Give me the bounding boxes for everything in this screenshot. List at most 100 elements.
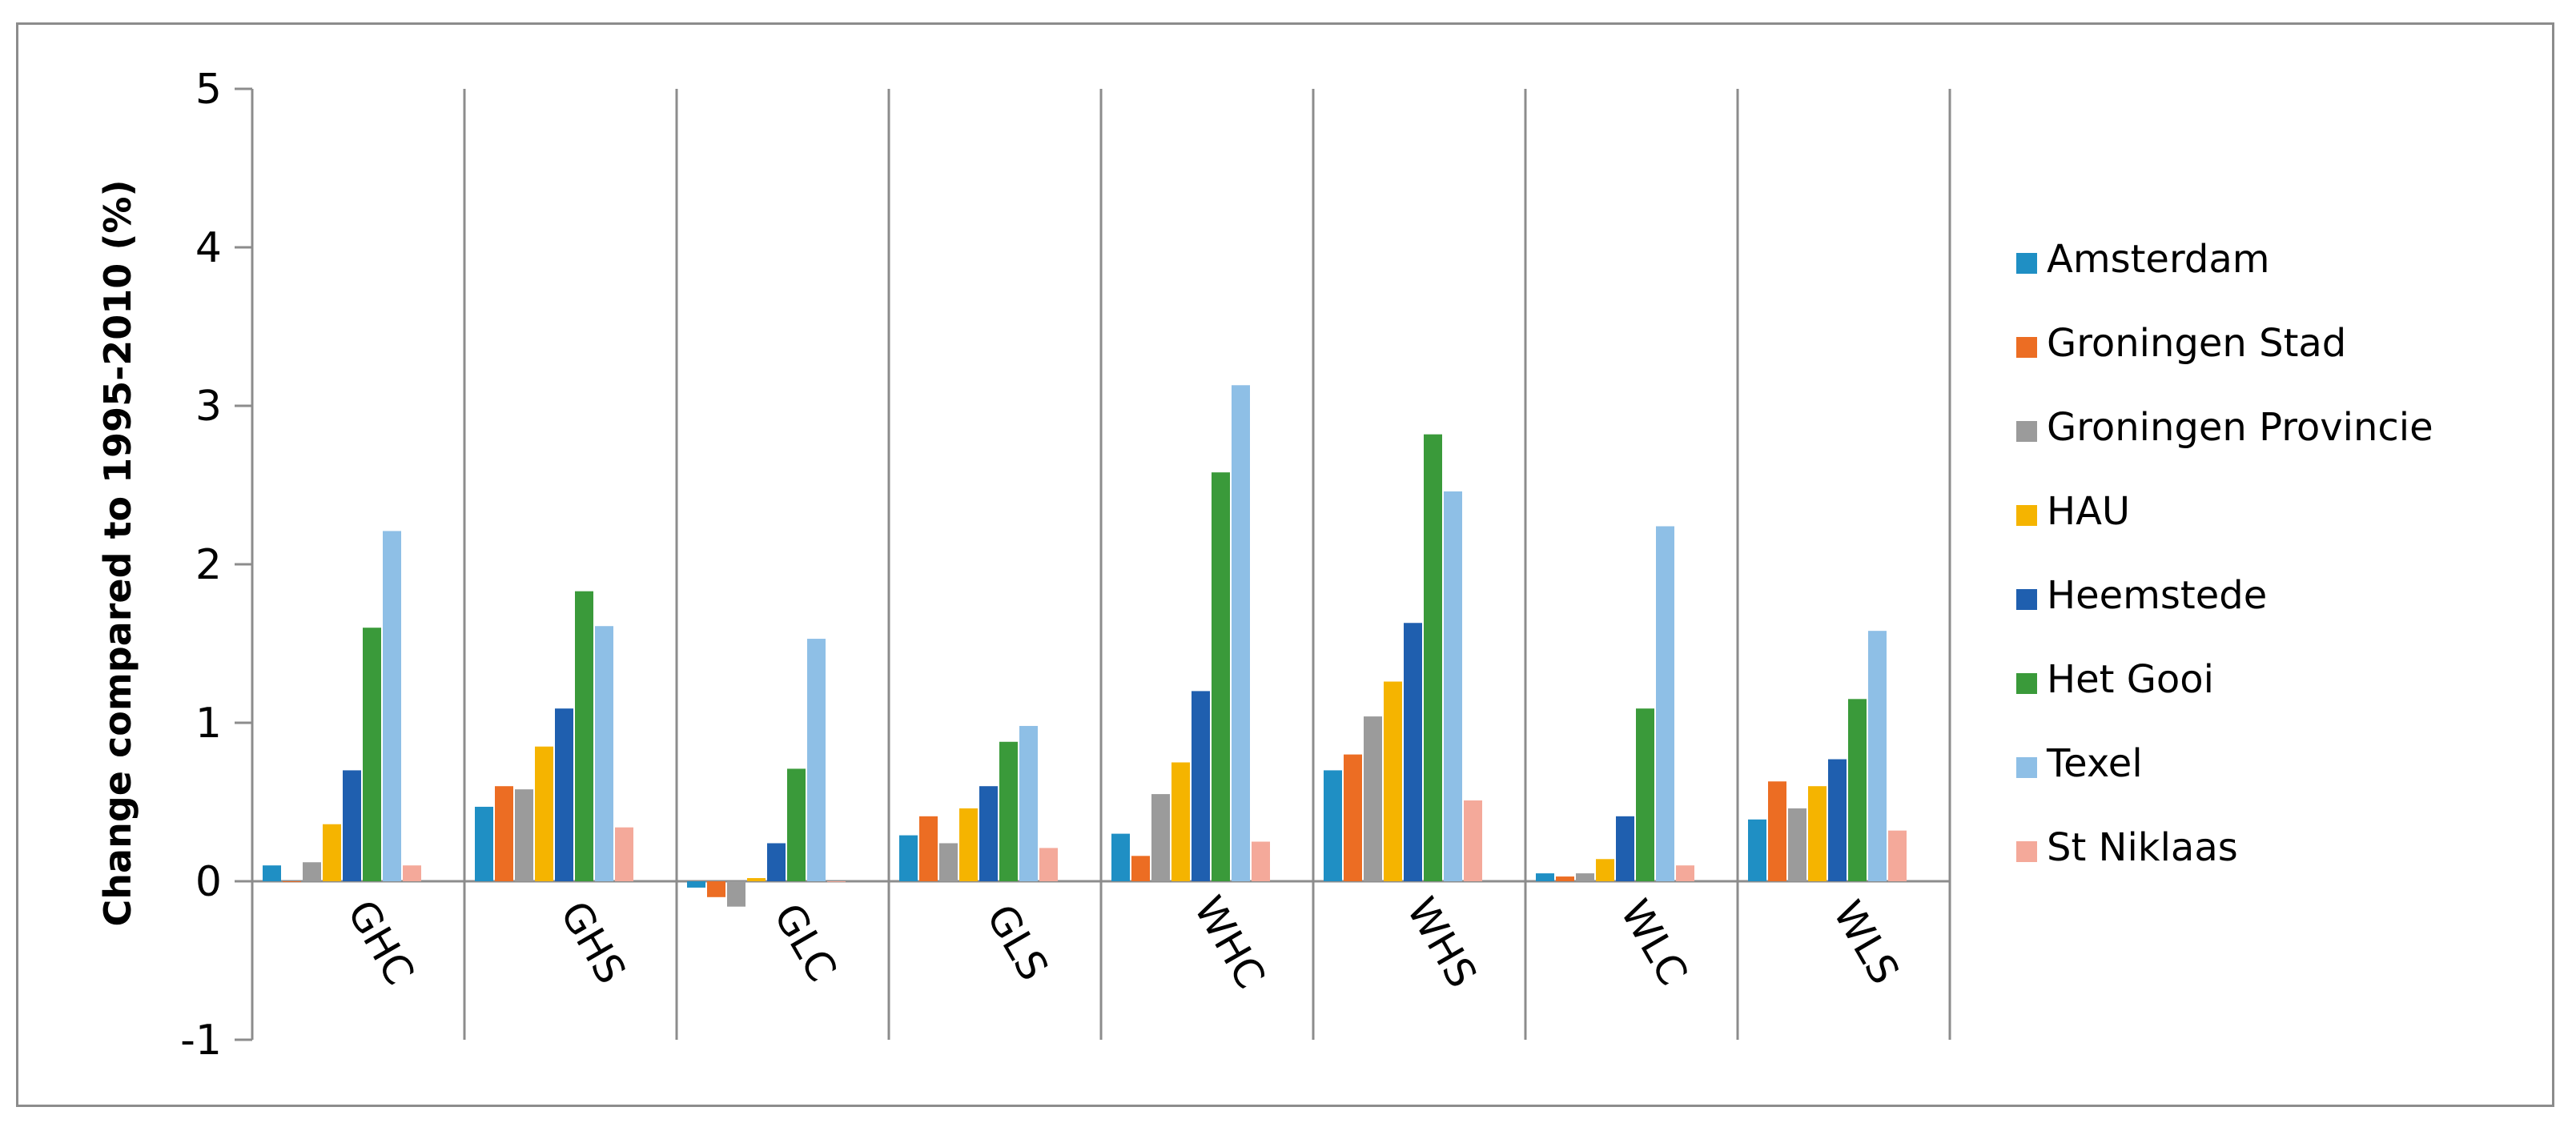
bar-WLS-0 bbox=[1748, 819, 1766, 881]
bar-GHC-6 bbox=[383, 531, 401, 881]
bar-GLC-6 bbox=[807, 639, 826, 881]
bar-GHC-1 bbox=[283, 881, 301, 882]
legend-entry: Groningen Stad bbox=[2047, 321, 2346, 366]
bar-WLS-7 bbox=[1888, 830, 1907, 881]
y-tick-label: -1 bbox=[180, 1017, 222, 1065]
bar-GHC-4 bbox=[343, 770, 361, 881]
legend-swatch bbox=[2016, 673, 2037, 694]
y-tick-label: 2 bbox=[195, 541, 222, 589]
bar-GLS-5 bbox=[999, 741, 1018, 881]
category-label: WLC bbox=[1611, 892, 1696, 993]
bar-WHC-1 bbox=[1131, 856, 1150, 881]
legend: Amsterdam Groningen Stad Groningen Provinc… bbox=[2016, 237, 2433, 870]
bar-GHS-2 bbox=[515, 789, 533, 881]
bar-WHC-2 bbox=[1151, 794, 1170, 881]
bar-WHC-6 bbox=[1232, 385, 1250, 881]
bar-WHS-6 bbox=[1444, 491, 1462, 881]
y-tick-label: 1 bbox=[195, 700, 222, 748]
legend-swatch bbox=[2016, 505, 2037, 526]
bar-GHC-2 bbox=[303, 862, 321, 881]
bar-GLS-0 bbox=[899, 835, 918, 881]
bar-WLS-5 bbox=[1848, 699, 1867, 881]
bars: GHC GHS GLC GLS WHC WHS WLC WLS bbox=[263, 385, 1908, 997]
bar-GLS-1 bbox=[919, 816, 938, 881]
chart-frame: Change compared to 1995-2010 (%) -1 0 1 2 3 4… bbox=[16, 22, 2554, 1107]
bar-WHS-3 bbox=[1384, 681, 1402, 881]
axes: -1 0 1 2 3 4 5 bbox=[180, 66, 1951, 1065]
bar-GLS-4 bbox=[979, 786, 998, 881]
bar-WHS-0 bbox=[1324, 770, 1342, 881]
category-label: GLS bbox=[978, 896, 1057, 988]
category-label: WLS bbox=[1824, 893, 1908, 992]
bar-GLS-3 bbox=[959, 808, 978, 881]
bar-GHC-5 bbox=[363, 628, 381, 881]
legend-swatch bbox=[2016, 841, 2037, 862]
bar-WLC-6 bbox=[1656, 526, 1674, 881]
bar-WHS-2 bbox=[1364, 716, 1382, 881]
bar-WLC-7 bbox=[1676, 865, 1694, 881]
bar-GLS-7 bbox=[1039, 848, 1058, 881]
bar-GHC-3 bbox=[323, 824, 341, 881]
bar-WLC-0 bbox=[1536, 873, 1554, 881]
bar-WLC-1 bbox=[1556, 876, 1574, 881]
bar-WHS-7 bbox=[1464, 800, 1482, 881]
legend-entry: St Niklaas bbox=[2047, 825, 2238, 870]
bar-WHS-5 bbox=[1424, 434, 1442, 881]
bar-GHS-4 bbox=[555, 708, 573, 881]
bar-WHC-3 bbox=[1171, 762, 1190, 881]
category-label: GLC bbox=[765, 896, 846, 989]
bar-WLC-2 bbox=[1576, 873, 1594, 881]
bar-GLC-1 bbox=[707, 881, 725, 897]
bar-GLC-0 bbox=[687, 881, 705, 888]
bar-GLC-5 bbox=[787, 768, 806, 881]
legend-entry: Texel bbox=[2046, 741, 2143, 786]
bar-WLC-4 bbox=[1616, 816, 1634, 881]
bar-WLC-5 bbox=[1636, 708, 1654, 881]
legend-entry: Het Gooi bbox=[2047, 657, 2214, 702]
bar-chart: Change compared to 1995-2010 (%) -1 0 1 2 3 4… bbox=[96, 66, 2433, 1065]
category-label: GHC bbox=[339, 892, 424, 993]
category-label: WHS bbox=[1398, 890, 1486, 996]
y-tick-label: 3 bbox=[195, 383, 222, 431]
legend-swatch bbox=[2016, 253, 2037, 274]
bar-GHC-0 bbox=[263, 865, 281, 881]
legend-swatch bbox=[2016, 421, 2037, 442]
legend-entry: Amsterdam bbox=[2047, 237, 2269, 282]
bar-GHS-6 bbox=[595, 626, 613, 881]
bar-WLS-6 bbox=[1868, 631, 1887, 881]
y-axis-label: Change compared to 1995-2010 (%) bbox=[96, 180, 139, 927]
bar-WLC-3 bbox=[1596, 859, 1614, 881]
bar-WHS-1 bbox=[1344, 754, 1362, 881]
bar-GLS-2 bbox=[939, 843, 958, 881]
category-label: WHC bbox=[1185, 888, 1274, 997]
legend-swatch bbox=[2016, 589, 2037, 610]
bar-GLC-2 bbox=[727, 881, 745, 907]
bar-GHS-5 bbox=[575, 591, 593, 881]
bar-GHC-7 bbox=[403, 865, 421, 881]
bar-WHC-5 bbox=[1212, 472, 1230, 881]
y-tick-label: 0 bbox=[195, 858, 222, 906]
category-label: GHS bbox=[551, 893, 634, 992]
legend-swatch bbox=[2016, 757, 2037, 778]
bar-WHC-0 bbox=[1111, 833, 1130, 881]
bar-GHS-0 bbox=[475, 806, 493, 881]
bar-WHC-7 bbox=[1252, 841, 1270, 881]
bar-WLS-2 bbox=[1788, 808, 1806, 881]
bar-WHC-4 bbox=[1192, 691, 1210, 881]
y-tick-label: 5 bbox=[195, 66, 222, 114]
bar-GHS-1 bbox=[495, 786, 513, 881]
bar-WHS-4 bbox=[1404, 623, 1422, 881]
legend-swatch bbox=[2016, 337, 2037, 358]
bar-GLC-7 bbox=[827, 881, 846, 882]
bar-GHS-7 bbox=[615, 827, 633, 881]
bar-GLS-6 bbox=[1019, 725, 1038, 881]
bar-GLC-3 bbox=[747, 878, 766, 881]
legend-entry: Groningen Provincie bbox=[2047, 405, 2433, 450]
bar-WLS-3 bbox=[1808, 786, 1827, 881]
bar-GHS-3 bbox=[535, 746, 553, 881]
legend-entry: HAU bbox=[2047, 489, 2130, 534]
bar-WLS-1 bbox=[1768, 781, 1786, 881]
y-tick-label: 4 bbox=[195, 224, 222, 272]
bar-WLS-4 bbox=[1828, 759, 1847, 881]
legend-entry: Heemstede bbox=[2047, 573, 2267, 618]
